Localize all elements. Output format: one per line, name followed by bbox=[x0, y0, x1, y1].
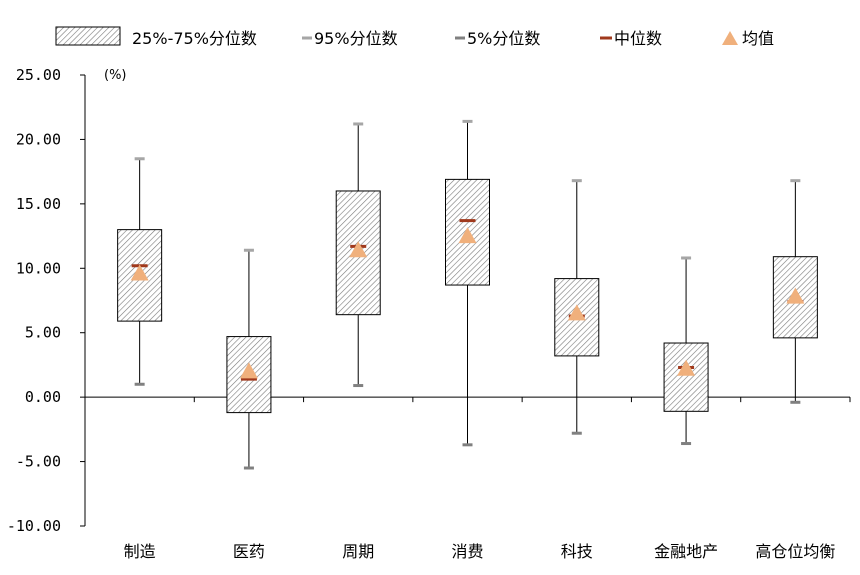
x-category-label: 制造 bbox=[124, 542, 156, 561]
box-group bbox=[554, 179, 600, 435]
legend-iqr-label: 25%-75%分位数 bbox=[132, 29, 257, 48]
x-category-label: 医药 bbox=[233, 542, 265, 561]
y-tick-label: 25.00 bbox=[16, 66, 61, 84]
box-group bbox=[445, 119, 490, 447]
y-tick-label: 0.00 bbox=[25, 388, 61, 406]
y-unit-label: (%) bbox=[104, 68, 127, 83]
y-tick-label: -5.00 bbox=[16, 453, 61, 471]
mean-marker bbox=[239, 362, 258, 379]
mean-marker bbox=[786, 287, 805, 304]
plot-marks bbox=[117, 119, 818, 470]
box-group bbox=[117, 157, 163, 386]
legend-median-label: 中位数 bbox=[614, 29, 662, 48]
iqr-box bbox=[663, 342, 709, 412]
x-category-label: 金融地产 bbox=[654, 542, 718, 561]
iqr-box bbox=[335, 190, 381, 316]
box-group bbox=[226, 248, 272, 470]
legend-mean-marker bbox=[722, 31, 738, 45]
x-category-label: 周期 bbox=[342, 542, 374, 561]
mean-marker bbox=[349, 241, 368, 258]
y-tick-label: 10.00 bbox=[16, 259, 61, 277]
y-tick-label: 15.00 bbox=[16, 195, 61, 213]
y-tick-label: 5.00 bbox=[25, 324, 61, 342]
mean-marker bbox=[567, 304, 586, 321]
x-category-label: 高仓位均衡 bbox=[755, 542, 835, 561]
x-category-label: 消费 bbox=[451, 542, 483, 561]
legend-p95-label: 95%分位数 bbox=[314, 29, 398, 48]
mean-marker bbox=[130, 264, 149, 281]
mean-marker bbox=[458, 227, 477, 244]
legend-p5-label: 5%分位数 bbox=[467, 29, 540, 48]
legend-iqr-swatch bbox=[55, 26, 121, 46]
legend: 25%-75%分位数 95%分位数 5%分位数 中位数 均值 bbox=[55, 26, 774, 48]
mean-marker bbox=[677, 359, 696, 376]
x-category-label: 科技 bbox=[561, 542, 593, 561]
box-group bbox=[335, 122, 381, 388]
legend-mean-label: 均值 bbox=[742, 29, 774, 48]
box-group bbox=[663, 256, 709, 446]
x-axis-category-labels: 制造 医药 周期 消费 科技 金融地产 高仓位均衡 bbox=[124, 542, 836, 561]
y-tick-label: 20.00 bbox=[16, 130, 61, 148]
y-tick-label: -10.00 bbox=[7, 517, 61, 535]
axes bbox=[80, 74, 851, 527]
box-group bbox=[772, 179, 818, 404]
y-axis-tick-labels: 25.00 20.00 15.00 10.00 5.00 0.00 -5.00 … bbox=[7, 66, 61, 535]
